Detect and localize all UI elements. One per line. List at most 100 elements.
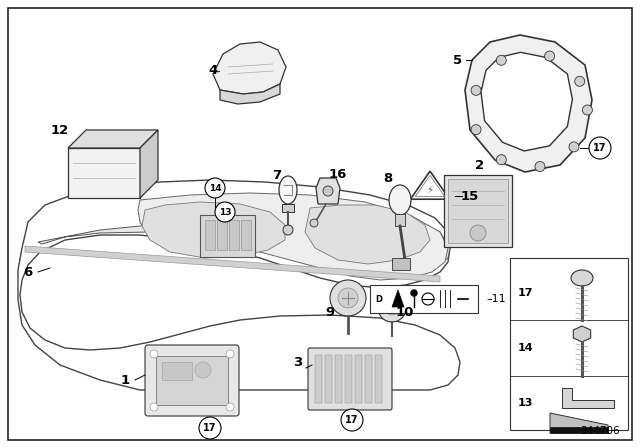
Text: 3: 3 <box>293 356 303 369</box>
Polygon shape <box>220 84 280 104</box>
Circle shape <box>341 409 363 431</box>
Bar <box>444 175 512 247</box>
Bar <box>345 355 352 403</box>
Circle shape <box>226 403 234 411</box>
Polygon shape <box>550 413 608 433</box>
Text: 17: 17 <box>593 143 607 153</box>
Circle shape <box>199 417 221 439</box>
Polygon shape <box>140 130 158 198</box>
Bar <box>365 355 372 403</box>
Circle shape <box>496 155 506 165</box>
Text: D: D <box>376 294 383 303</box>
Bar <box>315 355 322 403</box>
Text: 5: 5 <box>453 53 463 66</box>
Bar <box>325 355 332 403</box>
Bar <box>205 220 215 250</box>
Text: 1: 1 <box>120 374 129 387</box>
Bar <box>335 355 342 403</box>
Text: 16: 16 <box>329 168 347 181</box>
Circle shape <box>378 294 406 322</box>
Polygon shape <box>415 176 445 196</box>
Polygon shape <box>213 42 286 94</box>
Text: 17: 17 <box>345 415 359 425</box>
Circle shape <box>575 76 585 86</box>
Text: 8: 8 <box>383 172 392 185</box>
FancyBboxPatch shape <box>145 345 239 416</box>
Bar <box>241 220 251 250</box>
Circle shape <box>150 350 158 358</box>
Circle shape <box>385 301 399 315</box>
Bar <box>392 258 410 270</box>
Circle shape <box>330 280 366 316</box>
Circle shape <box>195 362 211 378</box>
Text: 15: 15 <box>461 190 479 202</box>
Circle shape <box>150 403 158 411</box>
Text: 13: 13 <box>518 398 533 408</box>
Text: 12: 12 <box>51 124 69 137</box>
Circle shape <box>226 350 234 358</box>
Bar <box>395 214 405 226</box>
Text: 9: 9 <box>325 306 335 319</box>
Circle shape <box>205 178 225 198</box>
Bar <box>200 215 255 257</box>
Circle shape <box>323 186 333 196</box>
Polygon shape <box>550 427 608 433</box>
Text: 10: 10 <box>396 306 414 319</box>
Circle shape <box>569 142 579 152</box>
Polygon shape <box>316 178 340 204</box>
Polygon shape <box>410 171 450 199</box>
Text: 4: 4 <box>209 64 218 77</box>
Bar <box>68 148 140 198</box>
Polygon shape <box>25 246 440 282</box>
Polygon shape <box>392 290 404 307</box>
FancyBboxPatch shape <box>308 348 392 410</box>
Text: 17: 17 <box>518 288 534 298</box>
Circle shape <box>470 225 486 241</box>
Text: 344706: 344706 <box>580 426 620 436</box>
Polygon shape <box>142 202 285 258</box>
Bar <box>370 285 478 313</box>
Text: –11: –11 <box>486 294 506 304</box>
Circle shape <box>589 137 611 159</box>
Circle shape <box>471 125 481 135</box>
Text: 7: 7 <box>273 168 282 181</box>
Circle shape <box>338 288 358 308</box>
Text: 13: 13 <box>219 207 231 216</box>
Polygon shape <box>562 388 614 408</box>
Polygon shape <box>138 193 448 280</box>
Text: 2: 2 <box>476 159 484 172</box>
Bar <box>448 179 508 243</box>
Ellipse shape <box>571 270 593 286</box>
Polygon shape <box>305 205 430 264</box>
Polygon shape <box>38 218 450 268</box>
Text: 14: 14 <box>209 184 221 193</box>
Circle shape <box>582 105 593 115</box>
Circle shape <box>545 51 555 61</box>
Polygon shape <box>465 35 592 172</box>
Ellipse shape <box>279 176 297 204</box>
Polygon shape <box>68 130 158 148</box>
Circle shape <box>422 293 434 305</box>
Circle shape <box>496 55 506 65</box>
Polygon shape <box>18 180 460 390</box>
Polygon shape <box>573 326 591 342</box>
Bar <box>217 220 227 250</box>
Ellipse shape <box>389 185 411 215</box>
Polygon shape <box>481 52 572 151</box>
Bar <box>355 355 362 403</box>
Bar <box>162 362 192 380</box>
Bar <box>156 356 228 405</box>
Bar <box>510 258 628 430</box>
Text: 14: 14 <box>518 343 534 353</box>
Circle shape <box>471 86 481 95</box>
Bar <box>229 220 239 250</box>
Text: 17: 17 <box>204 423 217 433</box>
Circle shape <box>410 289 417 297</box>
Bar <box>282 204 294 212</box>
Text: 6: 6 <box>24 266 33 279</box>
Circle shape <box>215 202 235 222</box>
Circle shape <box>283 225 293 235</box>
Bar <box>375 355 382 403</box>
Circle shape <box>310 219 318 227</box>
Text: ⚡: ⚡ <box>427 185 433 195</box>
